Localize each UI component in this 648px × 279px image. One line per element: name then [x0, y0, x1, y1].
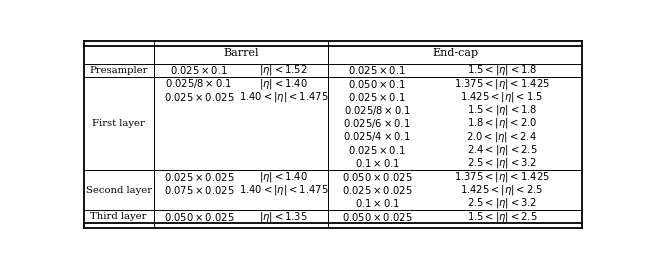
Text: Second layer: Second layer: [86, 186, 152, 194]
Text: $0.050 \times 0.025$: $0.050 \times 0.025$: [342, 171, 413, 183]
Text: $1.5 < |\eta| < 1.8$: $1.5 < |\eta| < 1.8$: [467, 63, 537, 77]
Text: Presampler: Presampler: [89, 66, 148, 75]
Text: $0.075 \times 0.025$: $0.075 \times 0.025$: [164, 184, 235, 196]
Text: $1.5 < |\eta| < 1.8$: $1.5 < |\eta| < 1.8$: [467, 103, 537, 117]
Text: $0.025 \times 0.025$: $0.025 \times 0.025$: [342, 184, 413, 196]
Text: $|\eta| < 1.52$: $|\eta| < 1.52$: [259, 63, 308, 77]
Text: $2.0 < |\eta| < 2.4$: $2.0 < |\eta| < 2.4$: [467, 130, 537, 144]
Text: $0.025/8 \times 0.1$: $0.025/8 \times 0.1$: [343, 104, 411, 117]
Text: $0.1 \times 0.1$: $0.1 \times 0.1$: [354, 198, 400, 210]
Text: $1.425 < |\eta| < 1.5$: $1.425 < |\eta| < 1.5$: [460, 90, 544, 104]
Text: $0.025 \times 0.1$: $0.025 \times 0.1$: [170, 64, 228, 76]
Text: $2.4 < |\eta| < 2.5$: $2.4 < |\eta| < 2.5$: [467, 143, 537, 157]
Text: $0.025 \times 0.1$: $0.025 \times 0.1$: [349, 144, 406, 156]
Text: $0.050 \times 0.025$: $0.050 \times 0.025$: [342, 211, 413, 223]
Text: $0.025/6 \times 0.1$: $0.025/6 \times 0.1$: [343, 117, 411, 130]
Text: $0.025 \times 0.025$: $0.025 \times 0.025$: [164, 91, 235, 103]
Text: $0.050 \times 0.025$: $0.050 \times 0.025$: [164, 211, 235, 223]
Text: $0.025 \times 0.1$: $0.025 \times 0.1$: [349, 91, 406, 103]
Text: $1.40 < |\eta| < 1.475$: $1.40 < |\eta| < 1.475$: [239, 90, 329, 104]
Text: $0.025/8 \times 0.1$: $0.025/8 \times 0.1$: [165, 77, 233, 90]
Text: $2.5 < |\eta| < 3.2$: $2.5 < |\eta| < 3.2$: [467, 157, 537, 170]
Text: $|\eta| < 1.35$: $|\eta| < 1.35$: [259, 210, 308, 224]
Text: First layer: First layer: [92, 119, 145, 128]
Text: $|\eta| < 1.40$: $|\eta| < 1.40$: [259, 170, 308, 184]
Text: $0.025 \times 0.025$: $0.025 \times 0.025$: [164, 171, 235, 183]
Text: Barrel: Barrel: [223, 48, 259, 58]
Text: Third layer: Third layer: [91, 212, 147, 221]
Text: $1.375 < |\eta| < 1.425$: $1.375 < |\eta| < 1.425$: [454, 170, 550, 184]
Text: $0.1 \times 0.1$: $0.1 \times 0.1$: [354, 157, 400, 169]
Text: $2.5 < |\eta| < 3.2$: $2.5 < |\eta| < 3.2$: [467, 196, 537, 210]
Text: $0.025 \times 0.1$: $0.025 \times 0.1$: [349, 64, 406, 76]
Text: $1.5 < |\eta| < 2.5$: $1.5 < |\eta| < 2.5$: [467, 210, 537, 224]
Text: $0.025/4 \times 0.1$: $0.025/4 \times 0.1$: [343, 130, 411, 143]
Text: $0.050 \times 0.1$: $0.050 \times 0.1$: [349, 78, 406, 90]
Text: $1.425 < |\eta| < 2.5$: $1.425 < |\eta| < 2.5$: [460, 183, 544, 197]
Text: $1.40 < |\eta| < 1.475$: $1.40 < |\eta| < 1.475$: [239, 183, 329, 197]
Text: $1.8 < |\eta| < 2.0$: $1.8 < |\eta| < 2.0$: [467, 117, 537, 131]
Text: $1.375 < |\eta| < 1.425$: $1.375 < |\eta| < 1.425$: [454, 76, 550, 90]
Text: End-cap: End-cap: [432, 48, 478, 58]
Text: $|\eta| < 1.40$: $|\eta| < 1.40$: [259, 76, 308, 90]
